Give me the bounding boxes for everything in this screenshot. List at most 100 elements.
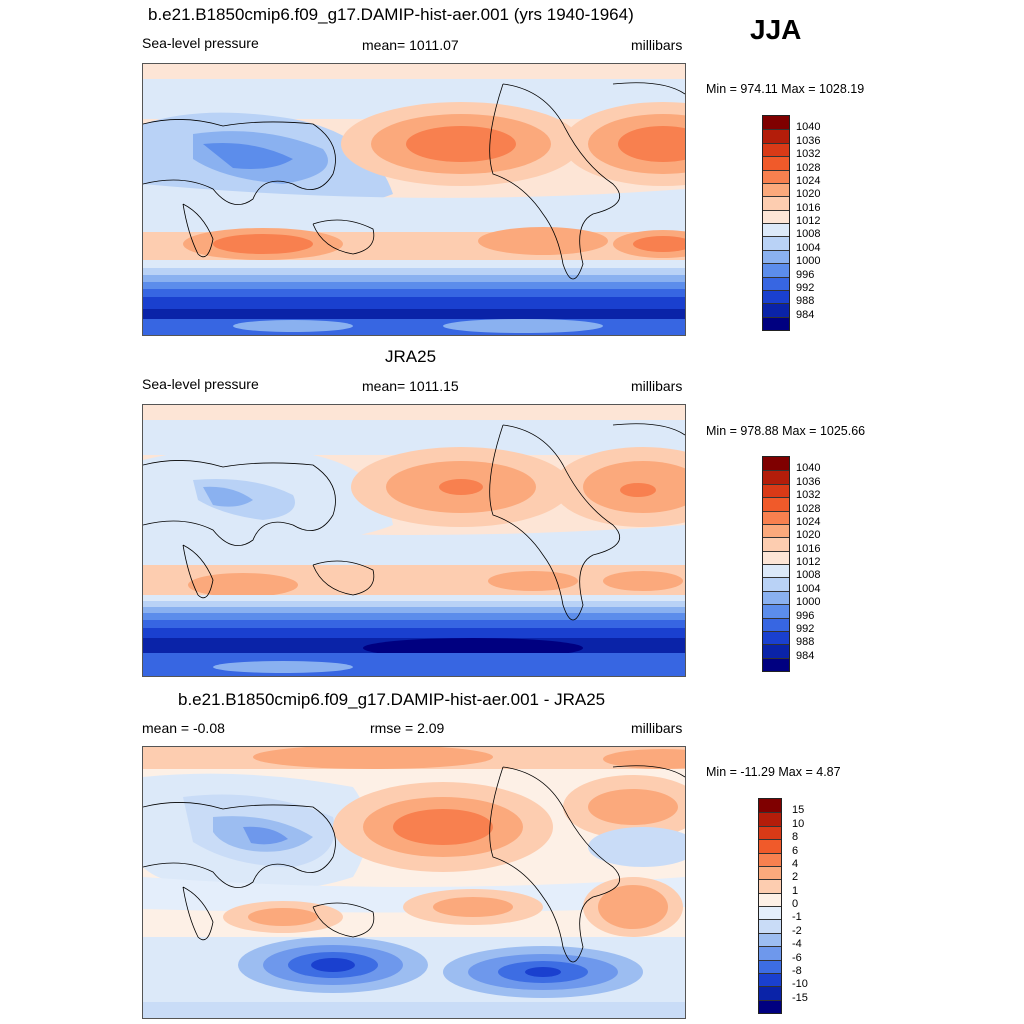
panel-3-rmse-label: rmse = 2.09 — [370, 720, 445, 736]
panel-1-colorbar-swatch — [763, 249, 789, 264]
panel-1-colorbar-tick-label: 996 — [796, 268, 815, 281]
panel-2-colorbar-tick-label: 1024 — [796, 515, 821, 528]
panel-1-colorbar-swatch — [763, 196, 789, 210]
panel-1-colorbar-swatch — [763, 316, 789, 330]
panel-3-colorbar-swatch — [759, 906, 781, 920]
panel-2-colorbar-swatch — [763, 470, 789, 484]
panel-1-units-label: millibars — [631, 37, 683, 53]
panel-3-colorbar — [758, 798, 782, 1014]
panel-1-colorbar — [762, 115, 790, 331]
panel-2-map — [142, 404, 686, 677]
panel-3-colorbar-tick-label: 8 — [792, 831, 799, 844]
panel-2-colorbar-swatch — [763, 644, 789, 658]
panel-2-colorbar-tick-label: 1032 — [796, 489, 821, 502]
panel-1-map — [142, 63, 686, 336]
panel-2-colorbar-swatch — [763, 590, 789, 605]
panel-2-colorbar-swatch — [763, 577, 789, 591]
panel-2-contour-field — [143, 405, 685, 676]
panel-1-colorbar-tick-label: 1024 — [796, 174, 821, 187]
panel-3-colorbar-swatch — [759, 892, 781, 906]
panel-2-colorbar-tick-label: 1016 — [796, 542, 821, 555]
panel-1-colorbar-swatch — [763, 116, 789, 130]
panel-3-colorbar-tick-label: 0 — [792, 898, 799, 910]
panel-2-colorbar-tick-label: 984 — [796, 649, 815, 662]
panel-3-colorbar-tick-label: -2 — [792, 924, 802, 937]
panel-2-title: JRA25 — [385, 347, 437, 366]
panel-3-mean-label: mean = -0.08 — [142, 720, 225, 736]
panel-3-units-label: millibars — [631, 720, 683, 736]
panel-2-colorbar-swatch — [763, 537, 789, 551]
panel-3-colorbar-tick-label: 15 — [792, 804, 805, 817]
panel-1-contour-field — [143, 64, 685, 335]
panel-2-colorbar-swatch — [763, 550, 789, 564]
panel-3-colorbar-swatch — [759, 879, 781, 893]
panel-3-colorbar-swatch — [759, 852, 781, 866]
panel-2-colorbar-tick-label: 988 — [796, 636, 815, 649]
panel-2-colorbar-tick-label: 1028 — [796, 502, 821, 515]
panel-1-colorbar-swatch — [763, 182, 789, 197]
panel-3-colorbar-swatch — [759, 865, 781, 880]
panel-1-colorbar-swatch — [763, 169, 789, 183]
panel-2-colorbar-tick-label: 992 — [796, 622, 815, 635]
panel-1-colorbar-swatch — [763, 276, 789, 290]
panel-1-field-label: Sea-level pressure — [142, 35, 259, 51]
panel-1-minmax: Min = 974.11 Max = 1028.19 — [706, 82, 865, 96]
panel-1-colorbar-swatch — [763, 303, 789, 317]
panel-3-colorbar-tick-label: -10 — [792, 978, 808, 991]
panel-2-colorbar-swatch — [763, 564, 789, 578]
panel-2-colorbar — [762, 456, 790, 672]
panel-2-field-label: Sea-level pressure — [142, 376, 259, 392]
panel-3-colorbar-swatch — [759, 799, 781, 813]
panel-1-colorbar-swatch — [763, 129, 789, 143]
panel-1-colorbar-tick-label: 1008 — [796, 228, 821, 241]
panel-1-title: b.e21.B1850cmip6.f09_g17.DAMIP-hist-aer.… — [148, 5, 634, 24]
panel-3-colorbar-swatch — [759, 919, 781, 933]
panel-3-coastlines — [143, 765, 685, 963]
panel-1-colorbar-swatch — [763, 156, 789, 170]
panel-1-colorbar-tick-label: 1004 — [796, 241, 821, 254]
panel-2-colorbar-swatch — [763, 630, 789, 645]
panel-1-colorbar-swatch — [763, 223, 789, 237]
panel-1-coastlines — [143, 82, 685, 280]
panel-3-map — [142, 746, 686, 1019]
panel-1-colorbar-tick-label: 1028 — [796, 161, 821, 174]
panel-2-colorbar-tick-label: 1040 — [796, 462, 821, 475]
panel-3-colorbar-tick-label: 6 — [792, 844, 799, 857]
panel-1-colorbar-tick-label: 992 — [796, 281, 815, 294]
panel-2-colorbar-tick-label: 1004 — [796, 582, 821, 595]
panel-1-colorbar-swatch — [763, 209, 789, 223]
panel-3-colorbar-tick-label: -8 — [792, 964, 802, 977]
panel-3-colorbar-swatch — [759, 972, 781, 987]
panel-3-colorbar-swatch — [759, 812, 781, 826]
panel-1-colorbar-tick-label: 1000 — [796, 255, 821, 268]
panel-1-colorbar-tick-label: 988 — [796, 295, 815, 308]
panel-2-coastlines — [143, 423, 685, 621]
panel-3-colorbar-swatch — [759, 999, 781, 1013]
panel-3-colorbar-swatch — [759, 986, 781, 1000]
panel-1-colorbar-swatch — [763, 263, 789, 277]
panel-3-colorbar-tick-label: -6 — [792, 951, 802, 964]
panel-1-colorbar-swatch — [763, 142, 789, 157]
panel-2-colorbar-swatch — [763, 617, 789, 631]
panel-2-colorbar-tick-label: 1020 — [796, 529, 821, 542]
panel-2-colorbar-swatch — [763, 457, 789, 471]
panel-2-colorbar-tick-label: 996 — [796, 609, 815, 622]
panel-3-colorbar-tick-label: -4 — [792, 938, 802, 951]
panel-1-colorbar-tick-label: 1012 — [796, 215, 821, 227]
panel-1-colorbar-tick-label: 984 — [796, 308, 815, 321]
panel-2-colorbar-swatch — [763, 483, 789, 498]
panel-3-title: b.e21.B1850cmip6.f09_g17.DAMIP-hist-aer.… — [178, 690, 606, 709]
panel-3-colorbar-tick-label: 1 — [792, 884, 799, 897]
panel-1-colorbar-tick-label: 1036 — [796, 134, 821, 147]
panel-3-colorbar-swatch — [759, 932, 781, 947]
panel-3-minmax: Min = -11.29 Max = 4.87 — [706, 765, 841, 779]
panel-2-colorbar-swatch — [763, 657, 789, 671]
panel-2-mean-label: mean= 1011.15 — [362, 378, 459, 394]
panel-3-colorbar-tick-label: 4 — [792, 857, 799, 870]
season-label: JJA — [750, 14, 802, 45]
panel-2-colorbar-tick-label: 1036 — [796, 475, 821, 488]
panel-2-colorbar-tick-label: 1012 — [796, 556, 821, 568]
panel-2-colorbar-swatch — [763, 497, 789, 511]
panel-2-minmax: Min = 978.88 Max = 1025.66 — [706, 424, 866, 438]
panel-2-colorbar-tick-label: 1008 — [796, 569, 821, 582]
